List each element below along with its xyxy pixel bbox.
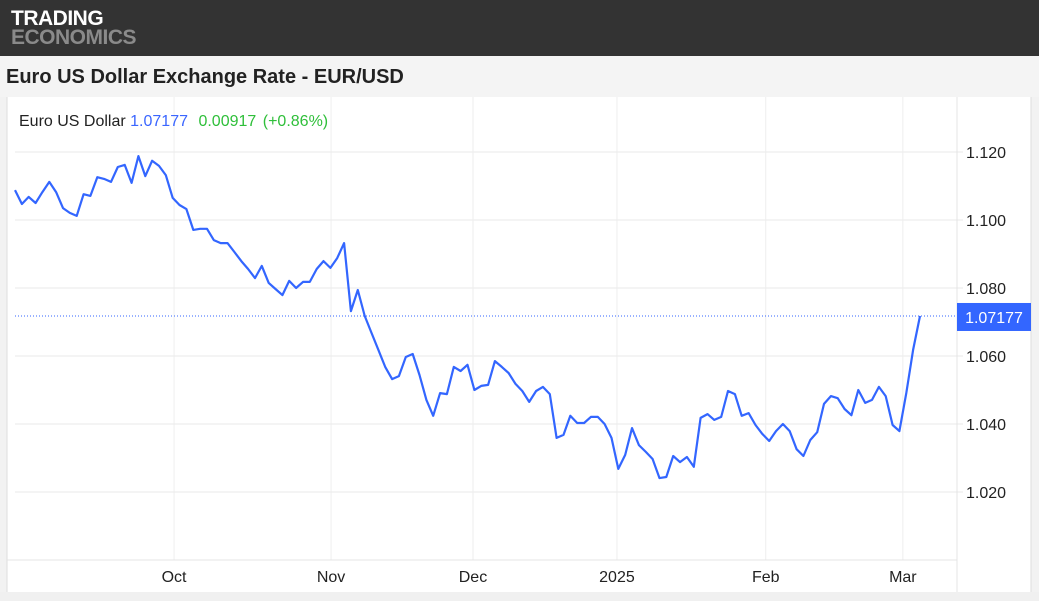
legend-series-name: Euro US Dollar bbox=[19, 113, 126, 130]
y-tick-label: 1.060 bbox=[966, 349, 1006, 366]
y-tick-label: 1.080 bbox=[966, 281, 1006, 298]
x-tick-label: Feb bbox=[752, 569, 780, 586]
chart-footer bbox=[0, 592, 1039, 601]
legend-change: 0.00917 bbox=[198, 113, 257, 130]
logo-line-1: TRADING bbox=[11, 7, 104, 30]
x-tick-label: Mar bbox=[889, 569, 917, 586]
page-title: Euro US Dollar Exchange Rate - EUR/USD bbox=[6, 66, 404, 88]
header-bar: TRADING ECONOMICS bbox=[0, 0, 1039, 56]
chart-panel bbox=[7, 97, 1031, 592]
last-value-badge bbox=[957, 302, 1031, 331]
title-bar: Euro US Dollar Exchange Rate - EUR/USD bbox=[0, 56, 1039, 97]
y-tick-label: 1.020 bbox=[966, 485, 1006, 502]
y-tick-label: 1.040 bbox=[966, 417, 1006, 434]
x-tick-label: 2025 bbox=[599, 569, 635, 586]
x-tick-label: Oct bbox=[162, 569, 187, 586]
y-tick-label: 1.100 bbox=[966, 213, 1006, 230]
logo-line-2: ECONOMICS bbox=[11, 26, 137, 49]
last-value-label: 1.07177 bbox=[965, 310, 1023, 327]
legend-value: 1.07177 bbox=[130, 113, 188, 130]
x-tick-label: Nov bbox=[317, 569, 345, 586]
trading-economics-logo[interactable]: TRADING ECONOMICS bbox=[11, 7, 137, 49]
legend-change-pct: (+0.86%) bbox=[262, 113, 329, 130]
y-tick-label: 1.120 bbox=[966, 145, 1006, 162]
x-tick-label: Dec bbox=[459, 569, 487, 586]
price-line bbox=[14, 155, 922, 480]
chart-legend: Euro US Dollar 1.07177 0.00917 (+0.86%) bbox=[19, 113, 328, 131]
